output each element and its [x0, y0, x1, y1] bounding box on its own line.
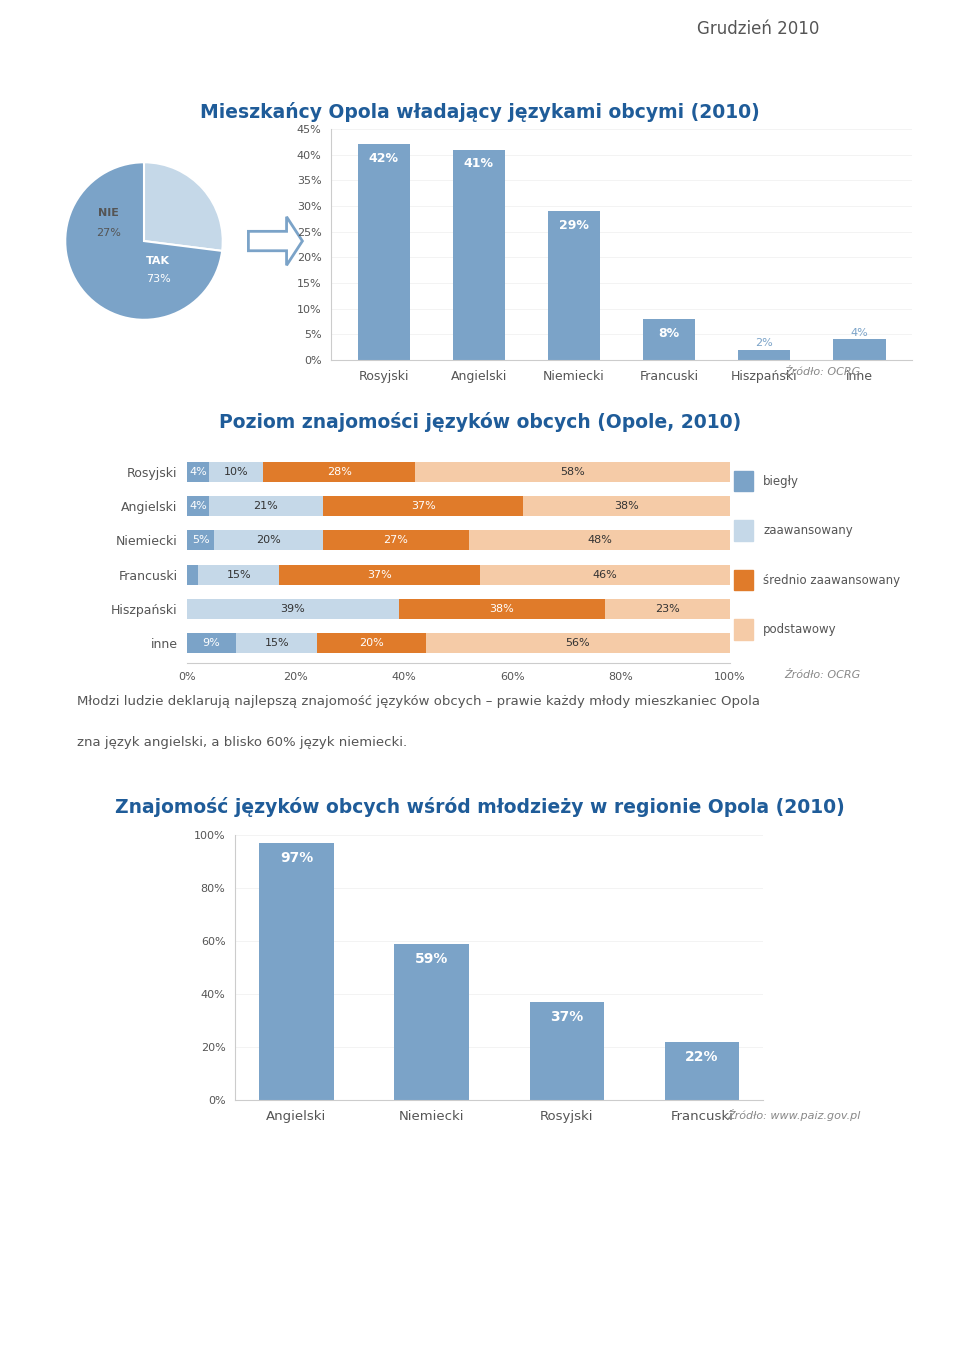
Bar: [734, 619, 753, 640]
Bar: [279, 565, 480, 584]
Text: Mieszkańcy Opola władający językami obcymi (2010): Mieszkańcy Opola władający językami obcy…: [200, 102, 760, 122]
Wedge shape: [144, 162, 223, 251]
Bar: [318, 633, 426, 653]
Text: 9%: 9%: [203, 638, 221, 648]
Bar: [548, 210, 600, 360]
Text: 20%: 20%: [256, 535, 281, 546]
Bar: [187, 496, 209, 516]
Text: 20%: 20%: [359, 638, 384, 648]
Text: 46%: 46%: [592, 569, 617, 580]
Bar: [398, 599, 605, 619]
Text: 8%: 8%: [659, 326, 680, 340]
Bar: [198, 565, 279, 584]
Text: 38%: 38%: [490, 604, 515, 614]
Wedge shape: [65, 162, 222, 319]
Bar: [426, 633, 730, 653]
Bar: [187, 633, 236, 653]
Bar: [523, 496, 730, 516]
Text: Młodzi ludzie deklarują najlepszą znajomość języków obcych – prawie każdy młody : Młodzi ludzie deklarują najlepszą znajom…: [77, 695, 759, 709]
Text: 27%: 27%: [384, 535, 408, 546]
Text: 37%: 37%: [550, 1010, 584, 1024]
Text: 4%: 4%: [189, 467, 207, 477]
Text: 37%: 37%: [368, 569, 392, 580]
Text: Źródło: OCRG: Źródło: OCRG: [784, 669, 860, 680]
Text: biegły: biegły: [763, 474, 800, 488]
Bar: [187, 565, 198, 584]
Text: 2%: 2%: [756, 338, 773, 348]
Text: 58%: 58%: [560, 467, 585, 477]
Bar: [357, 144, 410, 360]
Text: 27%: 27%: [96, 228, 121, 238]
Text: 39%: 39%: [280, 604, 305, 614]
Bar: [323, 531, 469, 550]
Text: 22%: 22%: [685, 1050, 719, 1063]
Text: 10%: 10%: [224, 467, 249, 477]
Bar: [738, 349, 790, 360]
Text: Znajomość języków obcych wśród młodzieży w regionie Opola (2010): Znajomość języków obcych wśród młodzieży…: [115, 797, 845, 816]
Text: Grudzień 2010: Grudzień 2010: [697, 20, 820, 38]
Text: Poziom znajomości języków obcych (Opole, 2010): Poziom znajomości języków obcych (Opole,…: [219, 413, 741, 432]
Text: Źródło: www.paiz.gov.pl: Źródło: www.paiz.gov.pl: [727, 1109, 860, 1120]
Text: podstawowy: podstawowy: [763, 623, 837, 636]
Text: 56%: 56%: [565, 638, 590, 648]
Text: 48%: 48%: [587, 535, 612, 546]
Bar: [323, 496, 523, 516]
Text: 28%: 28%: [326, 467, 351, 477]
Bar: [605, 599, 730, 619]
Text: NIE: NIE: [98, 209, 119, 219]
Bar: [665, 1042, 739, 1100]
Text: 7: 7: [892, 1274, 913, 1302]
Text: 37%: 37%: [411, 501, 436, 511]
Text: 38%: 38%: [614, 501, 639, 511]
Text: Źródło: OCRG: Źródło: OCRG: [784, 367, 860, 378]
Bar: [209, 496, 323, 516]
Bar: [833, 340, 885, 360]
Text: © 2010 KPMG Advisory Spółka z ograniczoną odpowiedzialnością sp.k., a Polish lim: © 2010 KPMG Advisory Spółka z ograniczon…: [29, 1245, 636, 1266]
Text: 4%: 4%: [851, 327, 868, 338]
Bar: [187, 531, 214, 550]
Bar: [453, 149, 505, 360]
Bar: [395, 944, 468, 1100]
Bar: [734, 570, 753, 591]
FancyArrow shape: [249, 217, 302, 265]
Text: zna język angielski, a blisko 60% język niemiecki.: zna język angielski, a blisko 60% język …: [77, 736, 407, 750]
Bar: [263, 462, 415, 482]
Text: 4%: 4%: [189, 501, 207, 511]
Text: 15%: 15%: [227, 569, 252, 580]
Text: 23%: 23%: [655, 604, 680, 614]
Text: TAK: TAK: [146, 255, 170, 266]
Text: 97%: 97%: [279, 851, 313, 865]
Text: 21%: 21%: [253, 501, 278, 511]
Text: średnio zaawansowany: średnio zaawansowany: [763, 573, 900, 587]
Bar: [480, 565, 730, 584]
Bar: [643, 319, 695, 360]
Bar: [187, 599, 398, 619]
Bar: [415, 462, 730, 482]
Text: 73%: 73%: [146, 274, 171, 284]
Text: 15%: 15%: [264, 638, 289, 648]
Bar: [734, 520, 753, 540]
Text: 41%: 41%: [464, 158, 493, 170]
Bar: [214, 531, 323, 550]
Text: 5%: 5%: [192, 535, 209, 546]
Bar: [259, 843, 333, 1100]
Bar: [236, 633, 318, 653]
Text: 42%: 42%: [369, 152, 398, 166]
Text: 29%: 29%: [559, 219, 589, 232]
Bar: [209, 462, 263, 482]
Text: zaawansowany: zaawansowany: [763, 524, 853, 536]
Bar: [530, 1002, 604, 1100]
Bar: [187, 462, 209, 482]
Bar: [469, 531, 730, 550]
Text: 59%: 59%: [415, 952, 448, 966]
Bar: [734, 471, 753, 492]
